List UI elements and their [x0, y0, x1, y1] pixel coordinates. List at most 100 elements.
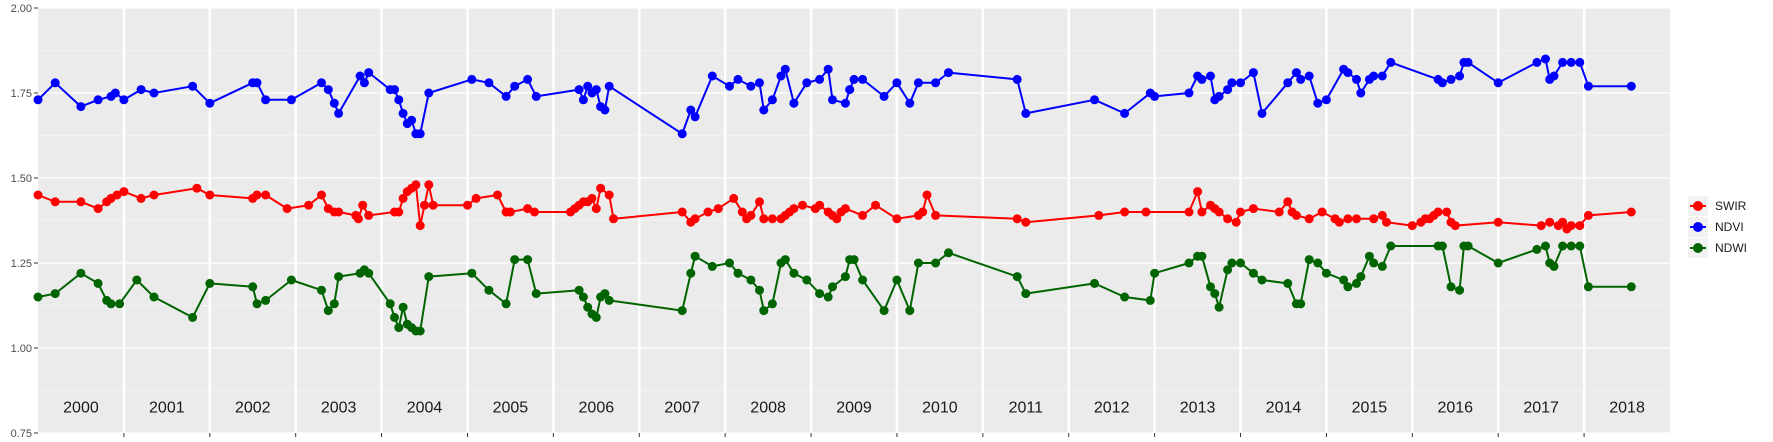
data-point-ndvi [261, 95, 271, 105]
data-point-ndwi [789, 268, 799, 278]
legend: SWIR NDVI NDWI [1688, 196, 1747, 258]
data-point-ndvi [944, 68, 953, 78]
data-point-swir [1304, 214, 1314, 224]
data-point-ndvi [823, 64, 833, 74]
data-point-ndvi [1197, 74, 1207, 84]
data-point-ndvi [1296, 74, 1306, 84]
year-label: 2014 [1266, 400, 1302, 417]
data-point-ndvi [394, 95, 404, 105]
data-point-ndwi [76, 268, 86, 278]
data-point-ndvi [1493, 78, 1503, 88]
data-point-ndwi [578, 292, 588, 302]
data-point-ndvi [725, 81, 734, 91]
data-point-ndvi [690, 112, 700, 122]
data-point-ndvi [686, 105, 696, 115]
data-point-swir [767, 214, 777, 224]
data-point-swir [1248, 204, 1258, 214]
data-point-ndvi [1437, 78, 1447, 88]
legend-key-point-swir [1693, 201, 1703, 211]
data-point-ndwi [1236, 258, 1245, 268]
data-point-ndvi [1558, 57, 1568, 67]
data-point-ndvi [840, 98, 850, 108]
data-point-ndvi [707, 71, 717, 81]
data-point-ndvi [845, 85, 855, 95]
data-point-ndwi [1321, 268, 1331, 278]
data-point-swir [1450, 221, 1460, 231]
legend-key-point-ndvi [1693, 222, 1703, 232]
data-point-ndvi [531, 91, 541, 101]
data-point-ndvi [1566, 57, 1576, 67]
legend-label-swir: SWIR [1715, 199, 1747, 213]
data-point-swir [815, 200, 825, 210]
data-point-ndwi [1223, 265, 1233, 275]
data-point-ndwi [1214, 302, 1224, 312]
data-point-ndwi [583, 302, 593, 312]
data-point-ndvi [746, 81, 756, 91]
data-point-ndwi [1386, 241, 1396, 251]
year-label: 2007 [664, 400, 700, 417]
data-point-swir [1433, 207, 1443, 217]
data-point-swir [261, 190, 271, 200]
data-point-swir [591, 204, 601, 214]
data-point-ndwi [707, 261, 717, 271]
data-point-ndvi [329, 98, 339, 108]
data-point-ndvi [467, 74, 477, 84]
data-point-ndwi [323, 306, 333, 316]
data-point-ndwi [334, 272, 344, 282]
data-point-ndwi [286, 275, 296, 285]
data-point-ndwi [132, 275, 142, 285]
series-points [33, 54, 1636, 336]
data-point-ndvi [1120, 108, 1130, 118]
y-tick-label: 1.75 [11, 88, 32, 100]
data-point-ndwi [815, 289, 825, 299]
data-point-ndwi [1283, 278, 1293, 288]
data-point-swir [304, 200, 314, 210]
year-label: 2011 [1009, 400, 1044, 417]
data-point-ndwi [905, 306, 915, 316]
data-point-ndwi [93, 278, 103, 288]
data-point-ndwi [1583, 282, 1593, 292]
data-point-ndvi [523, 74, 533, 84]
data-point-ndvi [905, 98, 915, 108]
data-point-swir [50, 197, 60, 207]
data-point-swir [1214, 207, 1224, 217]
data-point-ndvi [1236, 78, 1245, 88]
data-point-swir [1236, 207, 1245, 217]
data-point-ndwi [823, 292, 833, 302]
data-point-swir [609, 214, 618, 224]
data-point-ndwi [879, 306, 889, 316]
data-point-swir [471, 193, 481, 203]
data-point-ndvi [76, 102, 86, 112]
data-point-ndvi [1626, 81, 1636, 91]
data-point-ndwi [501, 299, 511, 309]
data-point-swir [1583, 210, 1593, 220]
data-point-ndvi [849, 74, 859, 84]
year-label: 2008 [750, 400, 786, 417]
y-tick-label: 1.50 [11, 173, 32, 185]
data-point-ndwi [329, 299, 339, 309]
data-point-ndwi [1369, 258, 1379, 268]
data-point-ndwi [690, 251, 700, 261]
data-point-ndvi [1369, 71, 1379, 81]
data-point-swir [1274, 207, 1284, 217]
data-point-ndvi [1549, 71, 1559, 81]
data-point-swir [1120, 207, 1130, 217]
year-label: 2016 [1437, 400, 1473, 417]
data-point-ndwi [1339, 275, 1349, 285]
data-point-ndwi [1120, 292, 1130, 302]
data-point-ndvi [574, 85, 584, 95]
data-point-ndwi [1021, 289, 1031, 299]
year-label: 2002 [235, 400, 271, 417]
data-point-ndwi [115, 299, 125, 309]
data-point-ndwi [1455, 285, 1465, 295]
data-point-ndwi [755, 285, 764, 295]
data-point-ndvi [415, 129, 425, 139]
data-point-swir [493, 190, 502, 200]
data-point-ndwi [1541, 241, 1550, 251]
legend-label-ndwi: NDWI [1715, 241, 1747, 255]
data-point-ndwi [394, 323, 404, 333]
data-point-ndvi [600, 105, 610, 115]
year-label: 2006 [579, 400, 615, 417]
data-point-ndvi [1575, 57, 1585, 67]
data-point-ndwi [385, 299, 395, 309]
